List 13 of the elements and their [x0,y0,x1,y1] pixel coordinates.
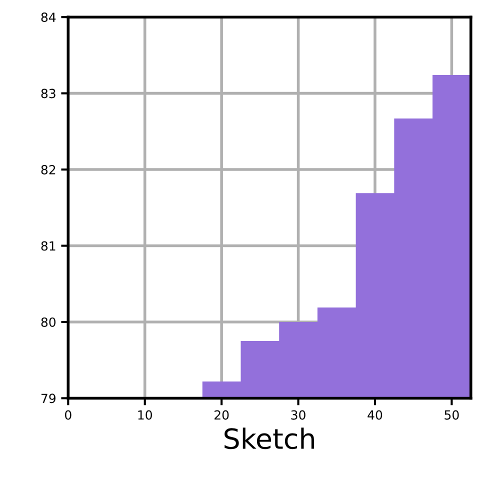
y-tick-label: 83 [41,88,56,98]
y-tick-label: 84 [41,12,56,22]
y-tick-label: 80 [41,317,56,327]
x-tick-label: 40 [368,410,382,420]
x-axis-title: Sketch [224,428,314,450]
x-tick-label: 30 [291,410,306,420]
y-tick-label: 79 [41,394,56,404]
x-tick-label: 10 [138,410,152,420]
y-tick-label: 82 [41,165,56,174]
x-tick-label: 0 [65,410,72,420]
y-tick-label: 81 [41,241,56,251]
x-tick-label: 50 [444,410,459,420]
x-tick-label: 20 [214,410,229,420]
